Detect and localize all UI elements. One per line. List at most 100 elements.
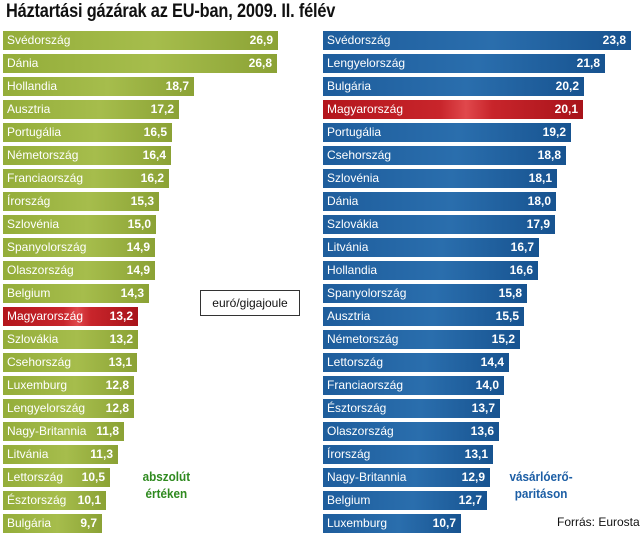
category-label: Magyarország	[327, 102, 404, 116]
bar: Németország 16,4	[3, 146, 171, 165]
bar: Olaszország 14,9	[3, 261, 155, 280]
value-label: 14,0	[475, 378, 499, 392]
source-note: Forrás: Eurostat	[557, 515, 640, 529]
bar: Lettország 10,5	[3, 468, 110, 487]
bar: Hollandia 16,6	[323, 261, 538, 280]
series-note-line: vásárlóerő-	[509, 469, 573, 484]
category-label: Franciaország	[7, 171, 84, 185]
bar: Csehország 18,8	[323, 146, 566, 165]
category-label: Szlovákia	[7, 332, 59, 346]
value-label: 15,3	[130, 194, 154, 208]
bar: Ausztria 17,2	[3, 100, 179, 119]
bar: Hollandia 18,7	[3, 77, 194, 96]
bar: Franciaország 16,2	[3, 169, 169, 188]
category-label: Németország	[7, 148, 79, 162]
category-label: Portugália	[7, 125, 62, 139]
value-label: 9,7	[80, 516, 97, 530]
series-note-line: értéken	[145, 486, 188, 501]
category-label: Luxemburg	[7, 378, 68, 392]
category-label: Lengyelország	[327, 56, 406, 70]
category-label: Észtország	[7, 493, 67, 507]
category-label: Belgium	[327, 493, 371, 507]
category-label: Spanyolország	[327, 286, 407, 300]
category-label: Luxemburg	[327, 516, 388, 530]
value-label: 11,8	[96, 424, 119, 438]
value-label: 13,1	[108, 355, 132, 369]
value-label: 19,2	[542, 125, 566, 139]
value-label: 13,7	[471, 401, 495, 415]
category-label: Dánia	[7, 56, 39, 70]
value-label: 13,2	[109, 309, 133, 323]
category-label: Bulgária	[7, 516, 52, 530]
bar: Franciaország 14,0	[323, 376, 504, 395]
bar: Belgium 14,3	[3, 284, 149, 303]
bar: Szlovénia 15,0	[3, 215, 156, 234]
bar: Magyarország 20,1	[323, 100, 583, 119]
value-label: 15,0	[127, 217, 151, 231]
category-label: Olaszország	[327, 424, 394, 438]
value-label: 12,7	[458, 493, 482, 507]
bar: Dánia 26,8	[3, 54, 277, 73]
value-label: 18,7	[165, 79, 189, 93]
category-label: Nagy-Britannia	[7, 424, 87, 438]
bar: Nagy-Britannia 11,8	[3, 422, 124, 441]
category-label: Bulgária	[327, 79, 372, 93]
value-label: 15,8	[498, 286, 522, 300]
value-label: 12,8	[105, 378, 129, 392]
value-label: 17,9	[526, 217, 550, 231]
bar: Dánia 18,0	[323, 192, 556, 211]
category-label: Szlovénia	[7, 217, 60, 231]
category-label: Észtország	[327, 401, 387, 415]
category-label: Szlovákia	[327, 217, 379, 231]
category-label: Ausztria	[327, 309, 371, 323]
bar: Luxemburg 10,7	[323, 514, 461, 533]
category-label: Nagy-Britannia	[327, 470, 407, 484]
value-label: 16,4	[142, 148, 166, 162]
category-label: Írország	[327, 447, 371, 461]
value-label: 13,6	[470, 424, 494, 438]
value-label: 12,9	[461, 470, 485, 484]
bar: Nagy-Britannia 12,9	[323, 468, 490, 487]
bar: Magyarország 13,2	[3, 307, 138, 326]
value-label: 20,2	[555, 79, 579, 93]
bar: Írország 13,1	[323, 445, 493, 464]
category-label: Csehország	[327, 148, 392, 162]
category-label: Ausztria	[7, 102, 51, 116]
bar: Észtország 10,1	[3, 491, 106, 510]
bar: Csehország 13,1	[3, 353, 137, 372]
bar: Szlovákia 17,9	[323, 215, 555, 234]
category-label: Portugália	[327, 125, 382, 139]
bar: Spanyolország 15,8	[323, 284, 527, 303]
category-label: Belgium	[7, 286, 51, 300]
value-label: 14,4	[480, 355, 504, 369]
value-label: 23,8	[602, 33, 626, 47]
value-label: 15,2	[491, 332, 515, 346]
series-note-line: paritáson	[514, 486, 568, 501]
bar: Portugália 19,2	[323, 123, 571, 142]
value-label: 16,7	[510, 240, 534, 254]
category-label: Magyarország	[7, 309, 84, 323]
value-label: 16,5	[143, 125, 167, 139]
category-label: Írország	[7, 194, 51, 208]
value-label: 11,3	[90, 447, 113, 461]
series-note-absolute: abszolút értéken	[143, 468, 190, 502]
category-label: Lettország	[7, 470, 64, 484]
bar: Spanyolország 14,9	[3, 238, 155, 257]
bar: Észtország 13,7	[323, 399, 500, 418]
bar: Litvánia 16,7	[323, 238, 539, 257]
bar: Bulgária 9,7	[3, 514, 102, 533]
category-label: Szlovénia	[327, 171, 380, 185]
series-note-ppp: vásárlóerő- paritáson	[510, 468, 573, 502]
value-label: 26,8	[248, 56, 272, 70]
bar: Litvánia 11,3	[3, 445, 118, 464]
value-label: 16,2	[140, 171, 164, 185]
value-label: 18,1	[528, 171, 552, 185]
bar: Lengyelország 12,8	[3, 399, 134, 418]
category-label: Litvánia	[7, 447, 49, 461]
category-label: Lengyelország	[7, 401, 86, 415]
value-label: 12,8	[105, 401, 129, 415]
category-label: Lettország	[327, 355, 384, 369]
value-label: 18,0	[527, 194, 551, 208]
value-label: 13,2	[109, 332, 133, 346]
bar: Szlovákia 13,2	[3, 330, 138, 349]
